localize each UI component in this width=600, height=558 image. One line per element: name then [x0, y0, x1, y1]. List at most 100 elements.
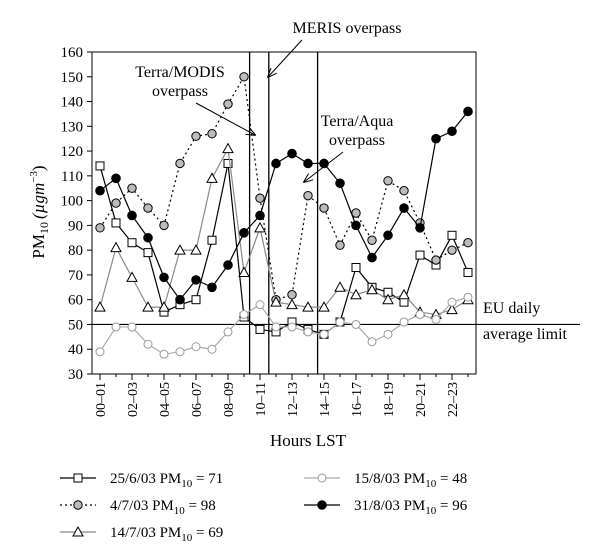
legend-marker: [317, 500, 327, 510]
eu-limit-label-line1: EU daily: [483, 300, 540, 317]
x-tick-label: 16–17: [350, 382, 365, 417]
legend-label: 4/7/03 PM10 = 98: [110, 498, 216, 517]
series-2-point: [175, 158, 185, 169]
series-4-point: [399, 317, 409, 327]
series-3-point: [174, 244, 186, 255]
series-5-point: [383, 230, 393, 241]
series-4-point: [175, 347, 185, 357]
legend-item-1: 25/6/03 PM10 = 71: [60, 471, 223, 490]
series-2-point: [111, 198, 121, 208]
legend-marker: [73, 500, 83, 510]
legend-label: 15/8/03 PM10 = 48: [354, 471, 467, 490]
x-tick-label: 02–03: [126, 382, 141, 417]
series-2-point: [143, 203, 153, 213]
series-2-point: [207, 129, 217, 139]
series-1-point: [399, 297, 409, 307]
y-tick-label: 160: [61, 45, 84, 61]
series-4-point: [319, 329, 329, 339]
series-1-line: [99, 163, 469, 336]
series-1-point: [207, 235, 217, 245]
series-3-point: [318, 301, 330, 312]
x-tick-label: 20–21: [414, 382, 429, 417]
series-1-point: [191, 295, 201, 305]
series-4-point: [207, 344, 217, 354]
series-5-point: [111, 173, 121, 184]
x-tick-label: 00–01: [94, 382, 109, 417]
terra-modis-annotation-line1: Terra/MODIS: [135, 64, 225, 81]
series-2: [95, 72, 473, 305]
y-tick-label: 100: [61, 194, 84, 210]
series-2-point: [447, 245, 457, 255]
y-tick-label: 90: [68, 218, 83, 234]
series-3-point: [238, 266, 250, 277]
series-3-line: [99, 146, 469, 316]
y-tick-label: 30: [68, 367, 83, 383]
series-1-point: [127, 238, 137, 248]
plot-frame: [91, 51, 477, 375]
series-1-point: [95, 161, 105, 171]
x-tick-label: 08–09: [222, 382, 237, 417]
series-3-point: [366, 283, 378, 295]
series-3-point: [190, 244, 202, 255]
legend-item-2: 4/7/03 PM10 = 98: [60, 498, 216, 517]
eu-limit-label-line2: average limit: [483, 326, 568, 343]
series-5-point: [239, 228, 249, 238]
series-5-point: [351, 220, 361, 231]
series-4-point: [463, 292, 473, 302]
series-4-point: [335, 317, 345, 327]
series-4-point: [223, 327, 233, 337]
series-2-point: [383, 176, 393, 186]
y-axis-label: PM10 (µgm−3): [28, 165, 51, 258]
x-tick-label: 12–13: [286, 382, 301, 417]
series-3-point: [206, 172, 218, 183]
series-1-point: [143, 248, 153, 258]
y-tick-label: 150: [61, 70, 84, 86]
x-tick-label: 18–19: [382, 382, 397, 417]
series-4-point: [287, 322, 297, 332]
series-2-point: [191, 131, 201, 141]
legend: 25/6/03 PM10 = 71 4/7/03 PM10 = 98 14/7/03…: [60, 471, 468, 544]
series-5-point: [143, 232, 153, 243]
y-axis-ticks: 30 40 50 60 70 80 90 100 110 120 130 140 150 160: [61, 45, 92, 383]
series-2-point: [431, 255, 441, 265]
legend-item-4: 15/8/03 PM10 = 48: [304, 471, 467, 490]
series-2-point: [303, 190, 313, 201]
series-3-point: [398, 288, 410, 300]
y-tick-label: 110: [61, 169, 83, 185]
series-4-point: [383, 329, 393, 339]
legend-item-3: 14/7/03 PM10 = 69: [60, 525, 223, 544]
series-5: [95, 106, 473, 305]
series-3-point: [446, 303, 458, 315]
series-4-point: [447, 297, 457, 307]
x-tick-label: 10–11: [254, 382, 269, 416]
series-5-point: [415, 223, 425, 233]
y-axis-label-sub: 10: [37, 222, 51, 234]
meris-annotation: MERIS overpass: [293, 20, 402, 37]
series-5-point: [431, 133, 441, 144]
legend-marker: [72, 525, 84, 537]
series-2-point: [223, 99, 233, 109]
series-2-point: [287, 290, 297, 300]
y-axis-label-main: PM: [29, 234, 48, 259]
series-4-point: [127, 322, 137, 332]
series-5-point: [175, 294, 185, 305]
series-3-point: [110, 241, 122, 253]
series-1-point: [351, 262, 361, 272]
series-2-point: [159, 220, 169, 231]
series-1-point: [255, 324, 265, 334]
legend-label: 14/7/03 PM10 = 69: [110, 525, 223, 544]
y-axis-label-exp: −3: [28, 171, 40, 183]
series-4-point: [159, 349, 169, 359]
series-1-point: [447, 230, 457, 240]
series-5-point: [399, 203, 409, 213]
legend-marker: [317, 473, 327, 483]
legend-item-5: 31/8/03 PM10 = 96: [304, 498, 468, 517]
series-3-point: [270, 296, 282, 307]
series-3-point: [286, 298, 298, 310]
terra-modis-arrow: [195, 102, 255, 135]
y-tick-label: 80: [68, 243, 83, 259]
y-tick-label: 60: [68, 293, 83, 309]
series-5-point: [287, 148, 297, 159]
series-5-point: [191, 275, 201, 285]
